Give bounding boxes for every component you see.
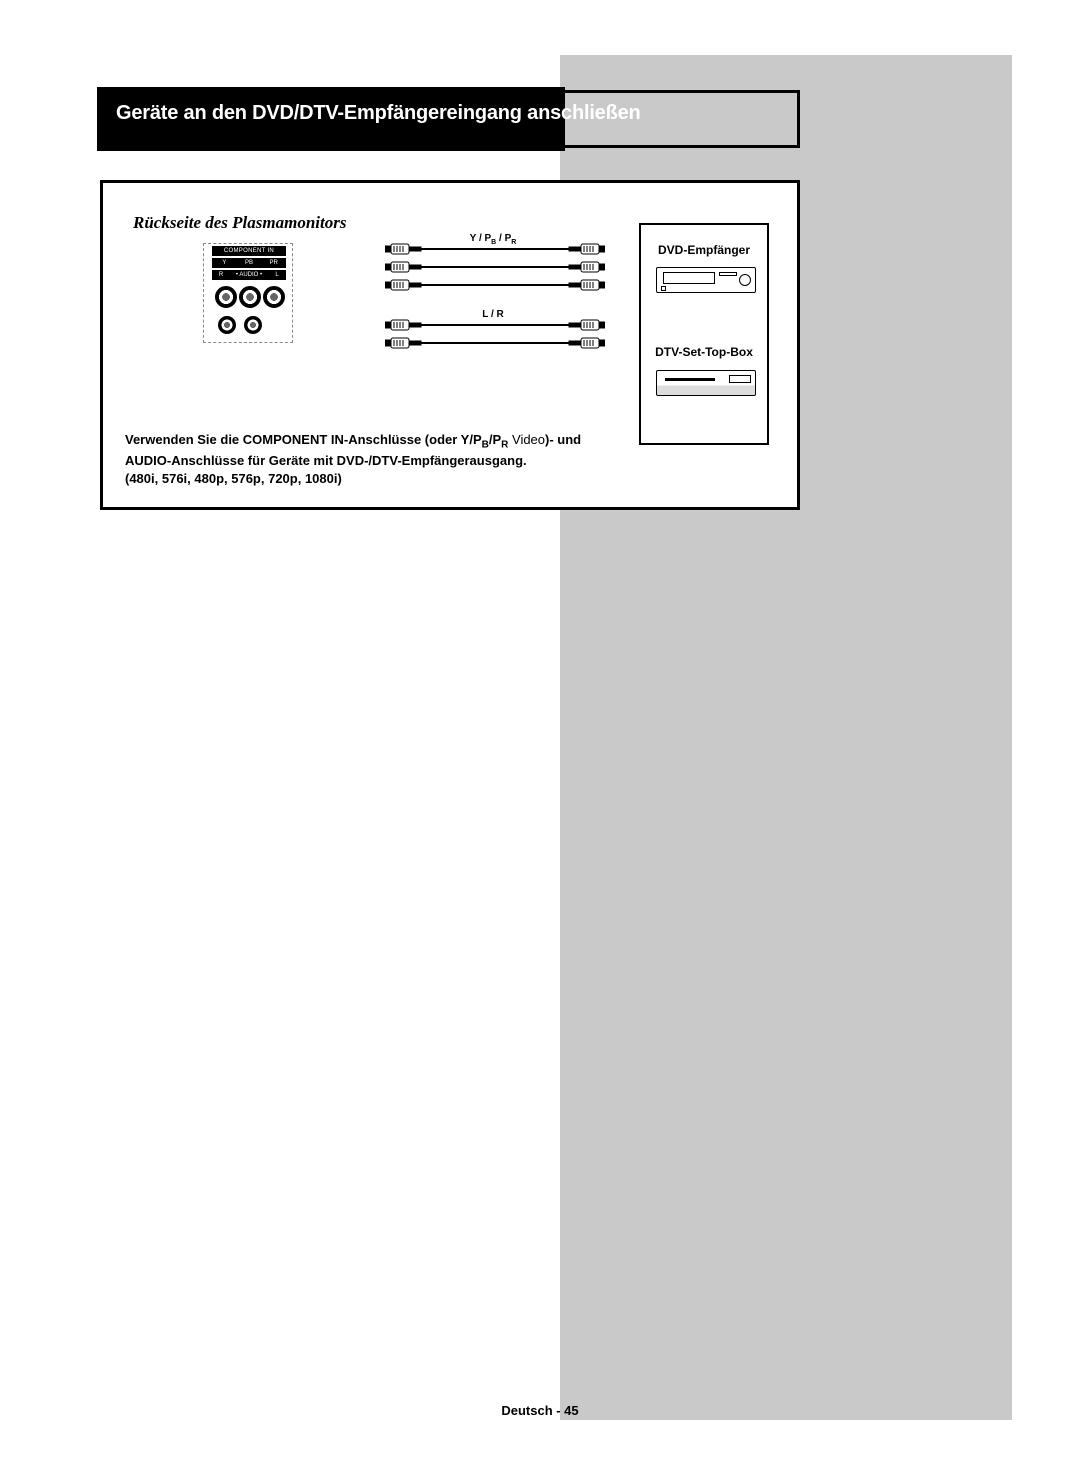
jack-y — [215, 286, 237, 308]
dvd-label: DVD-Empfänger — [641, 243, 767, 257]
label-pb: PB — [237, 258, 262, 268]
cable-audio-label: L / R — [433, 309, 553, 320]
label-y: Y — [212, 258, 237, 268]
component-in-panel: COMPONENT IN Y PB PR R • AUDIO • L — [203, 243, 293, 343]
label-audio-l: L — [268, 270, 286, 280]
jack-pb — [239, 286, 261, 308]
dvd-device-icon — [656, 267, 756, 293]
label-audio-mid: • AUDIO • — [230, 270, 268, 280]
panel-video-labels: Y PB PR — [212, 258, 286, 268]
panel-audio-labels: R • AUDIO • L — [212, 270, 286, 280]
diagram-box: Rückseite des Plasmamonitors COMPONENT I… — [100, 180, 800, 510]
dtv-label: DTV-Set-Top-Box — [641, 345, 767, 359]
page-footer: Deutsch - 45 — [0, 1403, 1080, 1418]
devices-box: DVD-Empfänger DTV-Set-Top-Box — [639, 223, 769, 445]
dtv-device-icon — [656, 370, 756, 396]
label-pr: PR — [261, 258, 286, 268]
diagram-subtitle: Rückseite des Plasmamonitors — [133, 213, 346, 233]
jack-audio-l — [244, 316, 262, 334]
cable-audio-svg — [385, 317, 605, 355]
panel-header: COMPONENT IN — [212, 246, 286, 256]
cable-video-label: Y / PB / PR — [433, 233, 553, 246]
jack-audio-r — [218, 316, 236, 334]
instruction-text: Verwenden Sie die COMPONENT IN-Anschlüss… — [125, 431, 615, 487]
jack-pr — [263, 286, 285, 308]
label-audio-r: R — [212, 270, 230, 280]
cable-video-svg — [385, 241, 605, 297]
page-title: Geräte an den DVD/DTV-Empfängereingang a… — [116, 102, 641, 125]
